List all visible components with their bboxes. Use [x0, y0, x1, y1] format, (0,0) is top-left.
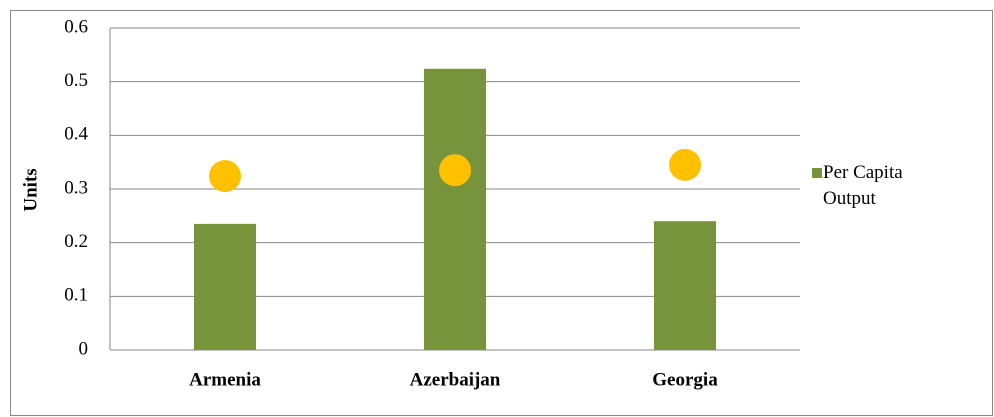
bar — [423, 68, 487, 350]
dot — [209, 160, 241, 193]
bar — [653, 221, 717, 350]
chart-border — [10, 10, 993, 416]
bar — [193, 223, 257, 350]
y-tick-label: 0.2 — [64, 231, 88, 252]
y-tick-label: 0.6 — [64, 16, 88, 37]
y-tick-label: 0.5 — [64, 70, 88, 91]
legend-swatch — [812, 168, 822, 178]
y-tick-label: 0.3 — [64, 177, 88, 198]
x-tick-label: Armenia — [189, 369, 261, 390]
y-tick-label: 0 — [79, 338, 89, 359]
dot — [439, 154, 471, 187]
y-axis-label: Units — [20, 168, 41, 211]
y-tick-label: 0.4 — [64, 124, 88, 145]
dot — [669, 148, 701, 181]
y-tick-label: 0.1 — [64, 285, 88, 306]
x-tick-label: Georgia — [652, 369, 718, 390]
legend-label: Per Capita Output — [823, 162, 903, 209]
x-tick-label: Azerbaijan — [410, 369, 501, 390]
